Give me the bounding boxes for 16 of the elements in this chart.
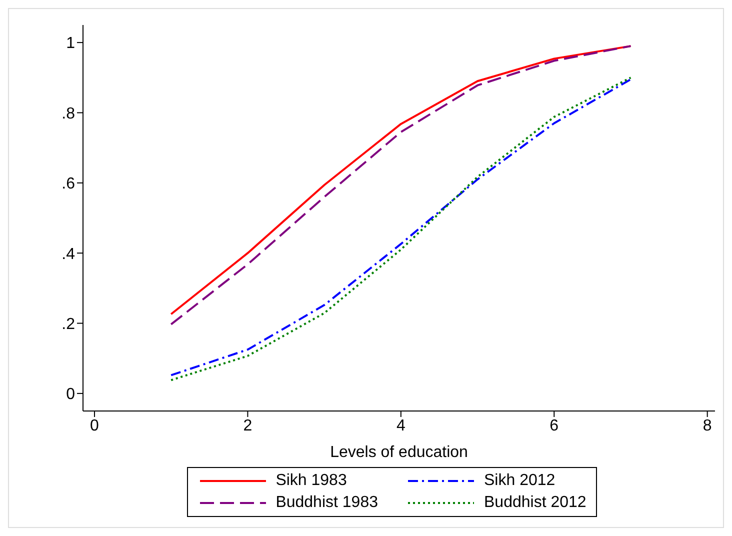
x-tick-label: 2 — [243, 417, 252, 434]
y-tick-label: 0 — [66, 386, 76, 404]
y-tick-label: 1 — [66, 35, 76, 52]
y-tick-label: .6 — [62, 176, 76, 193]
legend-label: Sikh 1983 — [276, 472, 347, 490]
y-tick-label: .8 — [62, 105, 76, 122]
x-tick-label: 8 — [702, 417, 712, 434]
legend-label: Sikh 2012 — [484, 472, 556, 490]
legend-label: Buddhist 1983 — [276, 494, 378, 512]
x-tick-label: 6 — [550, 417, 559, 434]
x-axis-title: Levels of education — [330, 444, 468, 461]
y-tick-label: .4 — [62, 246, 76, 263]
y-tick-label: .2 — [62, 316, 76, 333]
legend-label: Buddhist 2012 — [484, 494, 586, 512]
x-tick-label: 4 — [396, 417, 406, 434]
x-tick-label: 0 — [90, 417, 100, 434]
